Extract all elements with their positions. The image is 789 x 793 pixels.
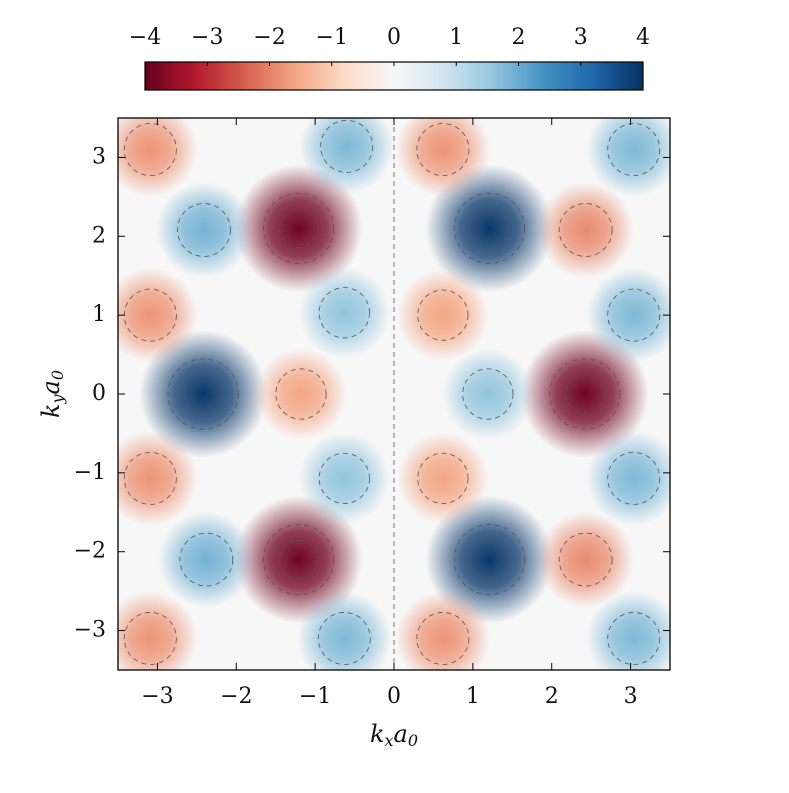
contour (123, 451, 177, 505)
heat-lobe (586, 431, 670, 526)
x-tick-label: 1 (466, 684, 480, 709)
x-tick-label: 0 (387, 684, 401, 709)
contour (318, 287, 370, 339)
contour (416, 123, 470, 176)
contour (607, 123, 661, 176)
heat-lobe (255, 348, 347, 440)
contour (565, 374, 605, 414)
heat-lobe (520, 330, 649, 458)
y-tick-label: −3 (74, 618, 106, 643)
contour (453, 524, 525, 596)
heat-lobe (234, 164, 363, 293)
heat-lobe (586, 267, 670, 363)
contour (183, 374, 223, 414)
y-tick-label: −2 (74, 539, 106, 564)
heat-lobe (586, 118, 670, 197)
contour (417, 452, 469, 504)
contour (607, 612, 661, 665)
contour (469, 540, 509, 580)
x-tick-label: −2 (220, 684, 252, 709)
heat-lobe (395, 118, 491, 197)
contour (558, 203, 613, 257)
heat-lobe (158, 511, 255, 608)
colorbar-tick-label: 0 (387, 25, 401, 50)
colorbar-tick-label: 2 (512, 25, 526, 50)
heat-lobe (118, 118, 198, 197)
heat-lobe (139, 330, 268, 458)
contour (558, 532, 613, 587)
x-tick-label: 3 (624, 684, 638, 709)
heat-lobe (299, 118, 394, 194)
x-axis-label: kxa0 (370, 720, 418, 750)
heat-lobe (537, 181, 634, 279)
heat-lobe (155, 181, 253, 279)
contour (549, 358, 621, 430)
heat-lobe (425, 164, 554, 293)
heat-lobe (395, 591, 491, 670)
contour (417, 289, 469, 341)
heat-lobe (297, 591, 392, 670)
heat-lobe (298, 432, 391, 525)
contour (462, 368, 514, 420)
y-axis-label: kya0 (37, 370, 67, 418)
x-tick-label: −1 (299, 684, 331, 709)
contour (123, 123, 177, 176)
y-tick-label: 1 (92, 302, 106, 327)
colorbar-tick-label: −4 (129, 25, 161, 50)
colorbar-tick-label: 4 (636, 25, 650, 50)
y-tick-label: 2 (92, 223, 106, 248)
colorbar-tick-label: −2 (253, 25, 285, 50)
colorbar-tick-label: −3 (191, 25, 223, 50)
heat-lobe (298, 267, 391, 359)
contour (469, 208, 509, 248)
y-tick-label: 3 (92, 144, 106, 169)
heat-lobe (118, 431, 198, 526)
colorbar-tick-label: −1 (316, 25, 348, 50)
contour (123, 612, 177, 665)
y-tick-label: 0 (92, 381, 106, 406)
heat-lobe (118, 267, 198, 363)
contour (607, 451, 661, 505)
contour (416, 612, 470, 665)
heatmap (118, 118, 670, 670)
x-tick-label: −3 (141, 684, 173, 709)
colorbar (144, 61, 644, 91)
heat-lobe (397, 269, 489, 361)
contour (263, 524, 335, 596)
contour (318, 452, 370, 504)
contour (179, 532, 234, 587)
x-tick-label: 2 (545, 684, 559, 709)
heat-lobe (118, 591, 198, 670)
contour (320, 119, 374, 173)
heat-lobe (234, 495, 363, 624)
heat-lobe (397, 432, 489, 525)
contour (177, 203, 231, 257)
contour (607, 288, 661, 342)
contour (275, 368, 327, 420)
contour (279, 540, 319, 580)
y-tick-label: −1 (74, 460, 106, 485)
contour (263, 192, 335, 264)
colorbar-tick-label: 3 (574, 25, 588, 50)
contour (279, 208, 319, 248)
colorbar-tick-label: 1 (449, 25, 463, 50)
contour (317, 612, 371, 665)
heat-lobe (442, 348, 534, 440)
heat-lobe (425, 495, 554, 624)
heat-lobe (537, 511, 634, 608)
contour (453, 192, 525, 264)
heat-lobe (586, 591, 670, 670)
contour (167, 358, 239, 430)
